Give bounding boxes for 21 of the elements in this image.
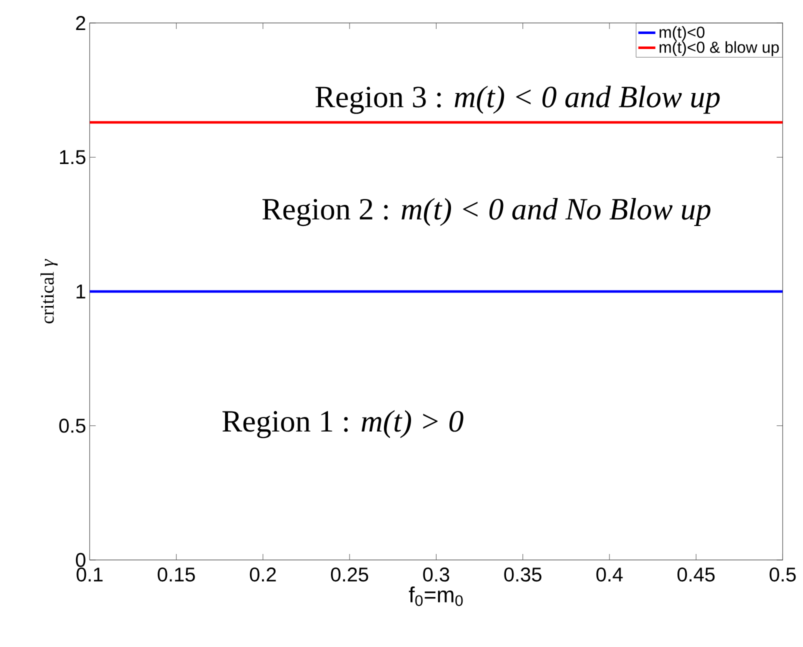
legend-label: m(t)<0 [660, 26, 704, 42]
x-axis-title: f$_{0}$=m$_{0}$ [408, 586, 463, 606]
y-tick-label: 2 [76, 16, 86, 30]
y-tick-label: 0 [76, 552, 86, 568]
x-tick-label: 0.4 [596, 568, 623, 582]
annotation: Region 2 : m(t) < 0 and No Blow up [262, 198, 710, 226]
y-tick-label: 0.5 [59, 418, 86, 433]
x-tick-label: 0.25 [330, 568, 368, 582]
legend-label: m(t)<0 & blow up [660, 41, 779, 56]
y-axis-title: critical γ [40, 258, 58, 324]
x-tick-label: 0.35 [504, 568, 542, 582]
x-tick-label: 0.15 [158, 568, 195, 582]
y-tick-label: 1.5 [60, 150, 86, 164]
annotation: Region 1 : m(t) > 0 [222, 410, 464, 438]
x-tick-label: 0.5 [770, 568, 796, 582]
x-tick-label: 0.2 [250, 568, 276, 582]
annotation: Region 3 : m(t) < 0 and Blow up [316, 86, 720, 114]
y-tick-label: 1 [76, 284, 86, 298]
x-tick-label: 0.1 [76, 568, 103, 582]
x-tick-label: 0.3 [423, 568, 450, 582]
x-tick-label: 0.45 [677, 568, 715, 582]
